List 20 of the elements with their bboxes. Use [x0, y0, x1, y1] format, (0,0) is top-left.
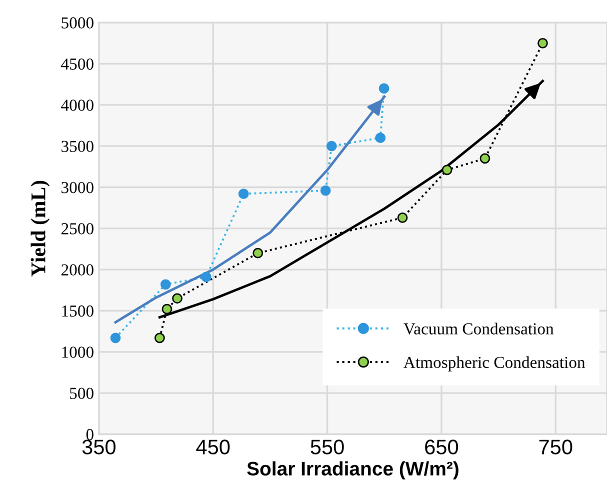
y-tick-label: 5000 [62, 17, 94, 29]
y-tick-label: 1500 [62, 305, 94, 317]
y-tick-label: 2500 [61, 223, 94, 234]
y-tick-label: 3000 [62, 182, 94, 194]
y-tick-label: 500 [70, 388, 94, 400]
x-tick-label: 450 [196, 440, 230, 454]
legend-label: Vacuum Condensation [404, 322, 554, 335]
x-tick-label: 750 [539, 440, 572, 454]
y-tick-label: 2000 [61, 264, 94, 276]
x-tick-label: 650 [425, 440, 458, 454]
x-axis-title: Solar Irradiance (W/m²) [247, 461, 458, 480]
y-tick-label: 3500 [62, 140, 94, 152]
y-tick-label: 4000 [61, 100, 94, 111]
y-tick-label: 1000 [62, 346, 94, 358]
y-tick-label: 0 [86, 428, 94, 440]
x-tick-label: 350 [82, 440, 116, 454]
legend-label: Atmospheric Condensation [404, 356, 586, 372]
y-tick-label: 4500 [61, 58, 94, 70]
x-tick-label: 550 [310, 440, 344, 454]
y-axis-title: Yield (mL) [30, 180, 50, 277]
